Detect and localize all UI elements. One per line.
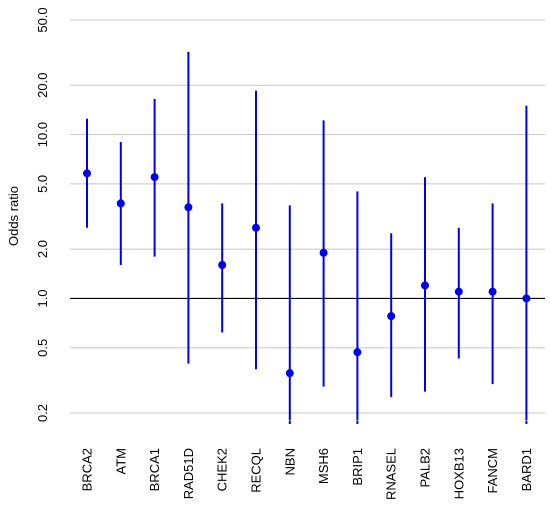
- y-axis: 0.2 0.5 1.0 2.0 5.0 10.0 20.0 50.0: [35, 7, 50, 422]
- estimate-point: [353, 348, 362, 357]
- estimate-point: [387, 312, 396, 321]
- x-category-label: BRIP1: [350, 448, 365, 486]
- x-category-label: MSH6: [316, 448, 331, 484]
- x-category-label: FANCM: [485, 448, 500, 494]
- estimate-point: [454, 287, 463, 296]
- y-tick-label: 50.0: [35, 7, 50, 32]
- y-tick-label: 10.0: [35, 122, 50, 147]
- x-category-label: RECQL: [249, 448, 264, 493]
- estimate-point: [421, 281, 429, 290]
- x-category-label: PALB2: [418, 448, 433, 488]
- x-category-label: BRCA1: [147, 448, 162, 491]
- x-axis: BRCA2 ATM BRCA1 RAD51D CHEK2 RECQL NBN MSH6 BRIP…: [80, 448, 534, 500]
- x-category-label: NBN: [282, 448, 297, 475]
- chart-marks: [83, 51, 531, 424]
- y-tick-label: 0.5: [35, 339, 50, 357]
- estimate-point: [252, 223, 260, 232]
- estimate-point: [522, 294, 531, 303]
- estimate-point: [116, 199, 125, 208]
- x-category-label: HOXB13: [451, 448, 466, 499]
- estimate-point: [184, 203, 193, 212]
- estimate-point: [218, 260, 227, 269]
- estimate-point: [319, 248, 328, 257]
- x-category-label: RNASEL: [384, 448, 399, 500]
- gridlines: [70, 19, 545, 414]
- y-tick-label: 0.2: [35, 404, 50, 422]
- x-category-label: ATM: [113, 448, 128, 474]
- x-category-label: BRCA2: [80, 448, 95, 491]
- y-tick-label: 5.0: [35, 175, 50, 193]
- x-category-label: CHEK2: [215, 448, 230, 491]
- estimate-point: [83, 169, 91, 178]
- estimate-point: [150, 173, 159, 182]
- estimate-point: [488, 287, 497, 296]
- y-tick-label: 2.0: [35, 240, 50, 258]
- x-category-label: BARD1: [519, 448, 534, 491]
- x-category-label: RAD51D: [181, 448, 196, 499]
- y-axis-title: Odds ratio: [6, 186, 21, 246]
- y-tick-label: 1.0: [35, 289, 50, 307]
- estimate-point: [285, 369, 294, 378]
- y-tick-label: 20.0: [35, 73, 50, 98]
